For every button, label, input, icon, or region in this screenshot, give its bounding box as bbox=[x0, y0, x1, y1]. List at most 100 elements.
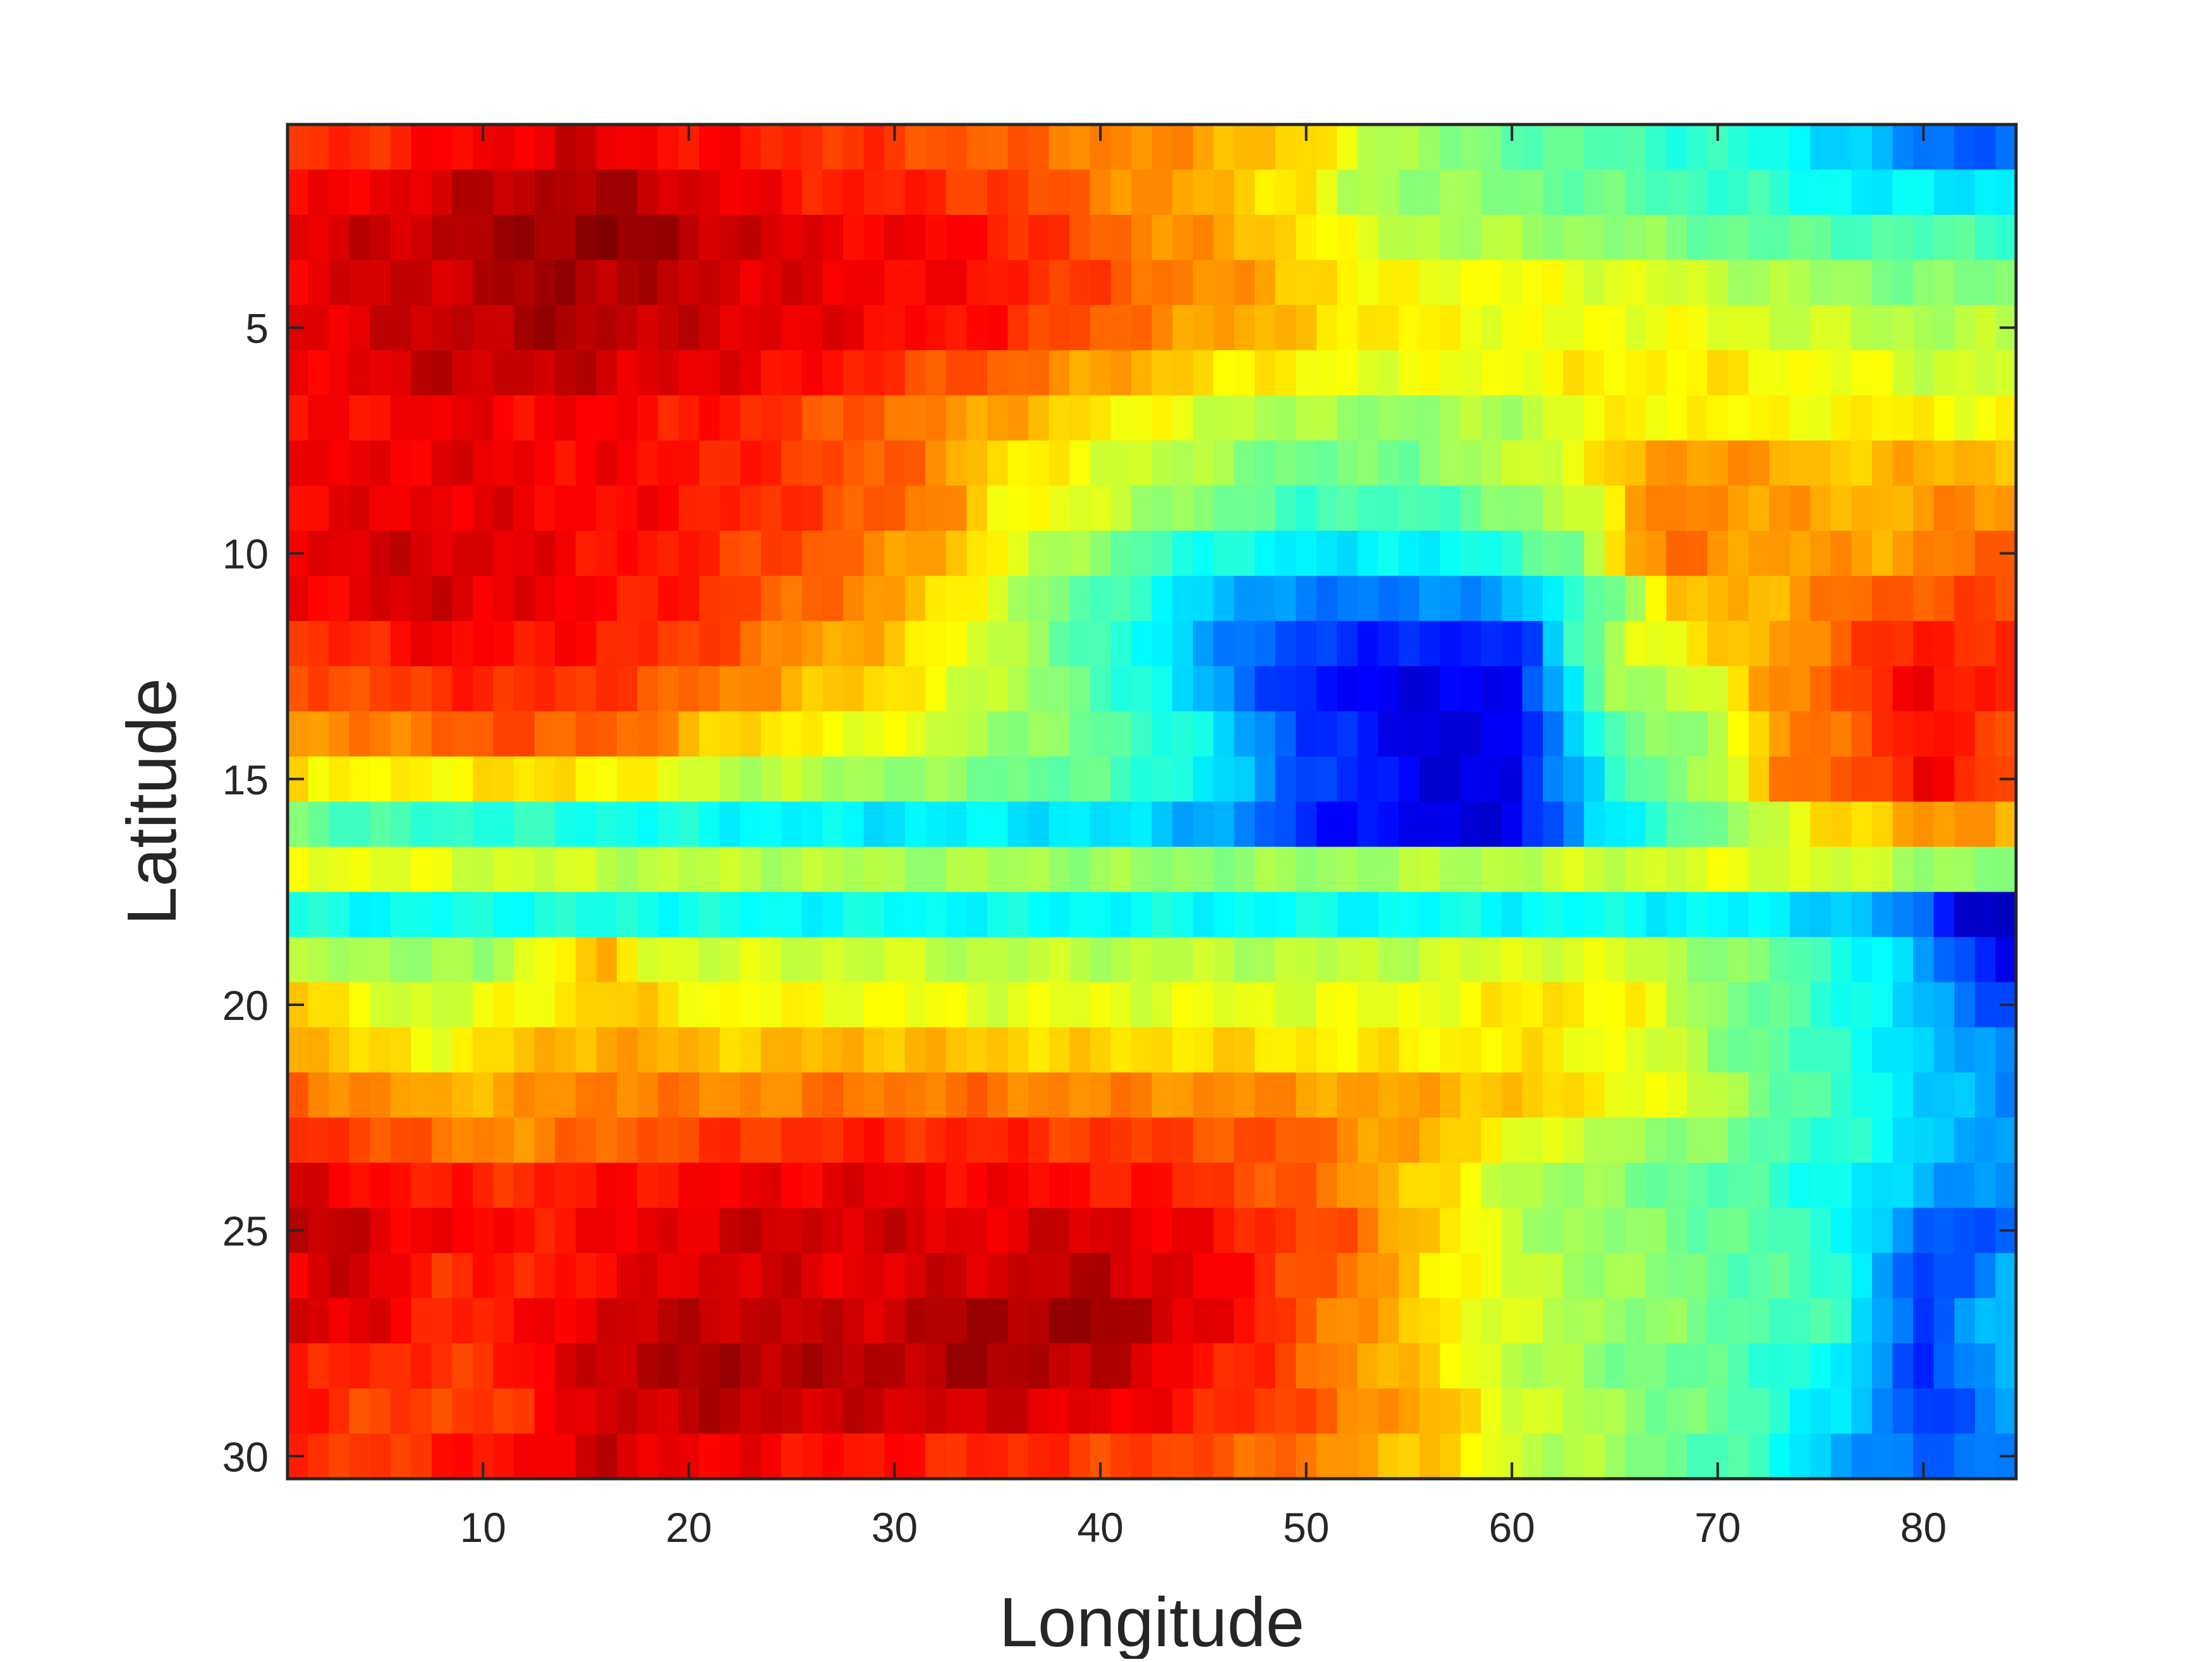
heatmap-cell bbox=[1316, 801, 1338, 847]
heatmap-cell bbox=[555, 530, 576, 576]
heatmap-cell bbox=[1974, 1343, 1996, 1389]
heatmap-cell bbox=[945, 1298, 968, 1344]
heatmap-cell bbox=[1007, 305, 1029, 351]
heatmap-cell bbox=[411, 621, 432, 667]
heatmap-cell bbox=[1399, 801, 1420, 847]
heatmap-cell bbox=[1666, 530, 1687, 576]
heatmap-cell bbox=[1007, 1072, 1029, 1119]
heatmap-cell bbox=[1255, 892, 1276, 938]
heatmap-cell bbox=[781, 214, 803, 260]
heatmap-cell bbox=[1090, 1162, 1111, 1208]
heatmap-cell bbox=[1913, 1117, 1935, 1163]
heatmap-cell bbox=[1296, 756, 1317, 803]
heatmap-cell bbox=[843, 395, 865, 441]
heatmap-cell bbox=[1769, 440, 1790, 487]
heatmap-cell bbox=[781, 1117, 803, 1163]
heatmap-cell bbox=[1316, 621, 1338, 667]
heatmap-cell bbox=[1995, 846, 2017, 892]
heatmap-cell bbox=[1502, 1117, 1523, 1163]
heatmap-cell bbox=[1028, 1343, 1050, 1389]
heatmap-cell bbox=[1028, 1388, 1050, 1435]
heatmap-cell bbox=[1378, 124, 1399, 171]
heatmap-cell bbox=[1974, 621, 1996, 667]
heatmap-cell bbox=[1172, 937, 1194, 983]
x-tick-label: 10 bbox=[460, 1504, 506, 1551]
heatmap-cell bbox=[1193, 1298, 1214, 1344]
heatmap-cell bbox=[370, 485, 391, 531]
heatmap-cell bbox=[699, 485, 720, 531]
heatmap-cell bbox=[575, 937, 597, 983]
heatmap-cell bbox=[1213, 1433, 1235, 1479]
heatmap-cell bbox=[1995, 1388, 2017, 1435]
heatmap-cell bbox=[1543, 395, 1564, 441]
heatmap-cell bbox=[288, 801, 309, 847]
heatmap-cell bbox=[1131, 1253, 1153, 1299]
heatmap-cell bbox=[1625, 440, 1646, 487]
heatmap-cell bbox=[1358, 982, 1379, 1028]
heatmap-cell bbox=[740, 756, 762, 803]
heatmap-cell bbox=[1460, 260, 1482, 306]
heatmap-cell bbox=[1460, 1388, 1482, 1435]
heatmap-cell bbox=[1666, 711, 1687, 757]
heatmap-cell bbox=[904, 892, 926, 938]
heatmap-cell bbox=[1316, 892, 1338, 938]
heatmap-cell bbox=[987, 1343, 1009, 1389]
heatmap-cell bbox=[1316, 1027, 1338, 1073]
heatmap-cell bbox=[1810, 1433, 1832, 1479]
heatmap-cell bbox=[493, 576, 514, 622]
heatmap-cell bbox=[699, 1433, 720, 1479]
heatmap-cell bbox=[1048, 485, 1070, 531]
heatmap-cell bbox=[370, 621, 391, 667]
heatmap-cell bbox=[1584, 1433, 1605, 1479]
heatmap-cell bbox=[616, 621, 638, 667]
heatmap-cell bbox=[555, 1162, 576, 1208]
heatmap-cell bbox=[1666, 666, 1687, 712]
heatmap-cell bbox=[1543, 1433, 1564, 1479]
heatmap-cell bbox=[1193, 1162, 1214, 1208]
heatmap-cell bbox=[1193, 395, 1214, 441]
heatmap-cell bbox=[308, 801, 329, 847]
heatmap-cell bbox=[1172, 892, 1194, 938]
heatmap-cell bbox=[1028, 169, 1050, 215]
heatmap-cell bbox=[1748, 124, 1770, 171]
heatmap-cell bbox=[987, 621, 1009, 667]
heatmap-cell bbox=[699, 756, 720, 803]
heatmap-cell bbox=[349, 982, 370, 1028]
heatmap-cell bbox=[1995, 711, 2017, 757]
heatmap-cell bbox=[1625, 1343, 1646, 1389]
heatmap-cell bbox=[1028, 846, 1050, 892]
heatmap-cell bbox=[1481, 756, 1502, 803]
heatmap-cell bbox=[1707, 892, 1729, 938]
heatmap-cell bbox=[1440, 801, 1461, 847]
heatmap-cell bbox=[1481, 440, 1502, 487]
heatmap-cell bbox=[1954, 1162, 1976, 1208]
heatmap-cell bbox=[1193, 1433, 1214, 1479]
heatmap-cell bbox=[966, 395, 988, 441]
heatmap-cell bbox=[1110, 1253, 1132, 1299]
heatmap-cell bbox=[1399, 892, 1420, 938]
heatmap-cell bbox=[1234, 1298, 1255, 1344]
heatmap-cell bbox=[1995, 576, 2017, 622]
heatmap-cell bbox=[308, 124, 329, 171]
heatmap-cell bbox=[514, 1208, 535, 1254]
heatmap-cell bbox=[884, 485, 906, 531]
heatmap-cell bbox=[308, 621, 329, 667]
heatmap-cell bbox=[1419, 756, 1440, 803]
heatmap-cell bbox=[1892, 440, 1914, 487]
heatmap-cell bbox=[1687, 621, 1708, 667]
heatmap-cell bbox=[801, 666, 823, 712]
heatmap-cell bbox=[884, 1162, 906, 1208]
heatmap-cell bbox=[760, 576, 782, 622]
heatmap-cell bbox=[987, 1162, 1009, 1208]
heatmap-cell bbox=[925, 621, 947, 667]
heatmap-cell bbox=[452, 846, 473, 892]
heatmap-cell bbox=[555, 1298, 576, 1344]
heatmap-cell bbox=[781, 937, 803, 983]
heatmap-cell bbox=[699, 350, 720, 396]
heatmap-cell bbox=[987, 756, 1009, 803]
heatmap-cell bbox=[1481, 1433, 1502, 1479]
heatmap-cell bbox=[1933, 1298, 1955, 1344]
heatmap-cell bbox=[1728, 711, 1749, 757]
heatmap-cell bbox=[370, 1208, 391, 1254]
